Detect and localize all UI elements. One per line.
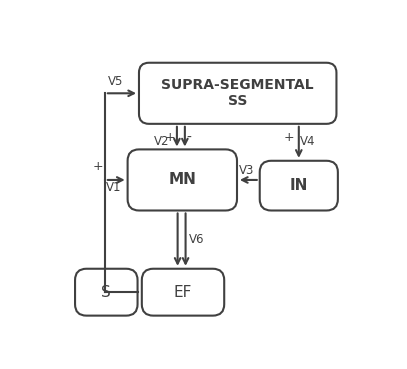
Text: V2: V2 — [154, 135, 170, 148]
Text: +: + — [93, 160, 103, 173]
Text: +: + — [165, 131, 175, 144]
Text: EF: EF — [174, 284, 192, 300]
Text: -: - — [186, 131, 191, 145]
Text: V5: V5 — [108, 75, 123, 87]
Text: MN: MN — [168, 172, 196, 187]
Text: V3: V3 — [239, 164, 254, 177]
FancyBboxPatch shape — [139, 63, 337, 124]
Text: V6: V6 — [188, 233, 204, 246]
Text: S: S — [101, 284, 111, 300]
FancyBboxPatch shape — [260, 161, 338, 210]
Text: SUPRA-SEGMENTAL
SS: SUPRA-SEGMENTAL SS — [162, 78, 314, 108]
FancyBboxPatch shape — [142, 269, 224, 315]
Text: IN: IN — [290, 178, 308, 193]
Text: V1: V1 — [106, 182, 122, 194]
Text: +: + — [284, 131, 295, 144]
FancyBboxPatch shape — [75, 269, 138, 315]
FancyBboxPatch shape — [128, 149, 237, 210]
Text: V4: V4 — [300, 135, 316, 148]
